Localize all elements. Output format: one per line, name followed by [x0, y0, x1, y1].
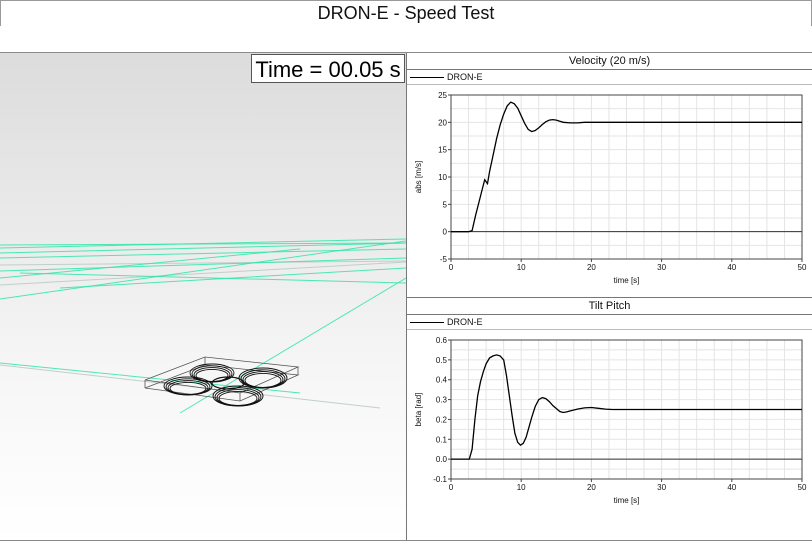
toolbar-area	[0, 26, 812, 53]
rotor	[244, 372, 282, 388]
legend-entry: DRON-E	[447, 317, 483, 327]
x-tick-label: 30	[657, 483, 666, 492]
y-tick-label: 0.4	[436, 376, 448, 385]
grid-line	[19, 272, 406, 284]
y-tick-label: 0	[443, 228, 448, 237]
ground-grid	[0, 238, 406, 414]
y-tick-label: 0.0	[436, 455, 448, 464]
series-line	[451, 354, 802, 460]
grid-line	[0, 248, 406, 259]
rotor	[195, 368, 229, 382]
pitch-chart-title: Tilt Pitch	[407, 298, 812, 315]
drone-body	[211, 376, 245, 390]
x-axis-label: time [s]	[614, 276, 640, 285]
y-tick-label: 15	[438, 146, 447, 155]
series-line	[451, 101, 802, 233]
status-bar	[0, 540, 812, 545]
y-tick-label: -5	[440, 255, 448, 264]
x-tick-label: 20	[587, 483, 596, 492]
x-tick-label: 40	[727, 483, 736, 492]
y-tick-label: 25	[438, 91, 447, 100]
y-tick-label: 5	[443, 200, 448, 209]
y-tick-label: 0.6	[436, 336, 448, 345]
legend-line-swatch	[410, 322, 444, 323]
scene-svg	[0, 238, 406, 414]
drone-wireframe	[144, 356, 300, 407]
window-title: DRON-E - Speed Test	[0, 0, 812, 27]
y-tick-label: 0.1	[436, 435, 448, 444]
pitch-panel: Tilt Pitch DRON-E 0 10 20 30 40 50 -0.1 0.0 0.1 0…	[407, 297, 812, 541]
velocity-legend: DRON-E	[407, 70, 812, 85]
x-tick-label: 40	[727, 263, 736, 272]
y-tick-label: 10	[438, 173, 447, 182]
velocity-panel: Velocity (20 m/s) DRON-E 0 10 20 30 40 50 -5 0 5…	[407, 53, 812, 297]
y-tick-label: 0.3	[436, 396, 448, 405]
x-axis-label: time [s]	[614, 496, 640, 505]
pitch-chart: 0 10 20 30 40 50 -0.1 0.0 0.1 0.2 0.3 0.4 0.5 0.6 time…	[414, 336, 807, 505]
grid-line	[0, 257, 406, 272]
3d-viewport[interactable]	[0, 53, 407, 540]
x-tick-label: 10	[517, 263, 526, 272]
grid-line	[0, 240, 406, 300]
x-tick-label: 50	[798, 263, 807, 272]
grid-line	[59, 267, 406, 289]
grid-line	[0, 248, 301, 279]
legend-line-swatch	[410, 77, 444, 78]
x-tick-label: 0	[449, 263, 454, 272]
grid-line	[0, 260, 406, 266]
rotor	[169, 381, 207, 395]
pitch-legend: DRON-E	[407, 315, 812, 330]
grid-line	[0, 261, 406, 286]
y-axis-label: abs [m/s]	[414, 161, 423, 193]
y-tick-label: -0.1	[433, 475, 447, 484]
x-tick-label: 10	[517, 483, 526, 492]
x-tick-label: 20	[587, 263, 596, 272]
x-tick-label: 50	[798, 483, 807, 492]
legend-entry: DRON-E	[447, 72, 483, 82]
x-tick-label: 30	[657, 263, 666, 272]
x-tick-label: 0	[449, 483, 454, 492]
rotor	[218, 390, 258, 406]
velocity-chart-title: Velocity (20 m/s)	[407, 53, 812, 70]
y-tick-label: 0.2	[436, 415, 448, 424]
y-tick-label: 0.5	[436, 356, 448, 365]
grid-line	[0, 242, 406, 254]
y-tick-label: 20	[438, 118, 447, 127]
time-readout: Time = 00.05 s	[251, 54, 405, 83]
grid-line	[0, 242, 406, 246]
y-axis-label: beta [rad]	[414, 393, 423, 427]
